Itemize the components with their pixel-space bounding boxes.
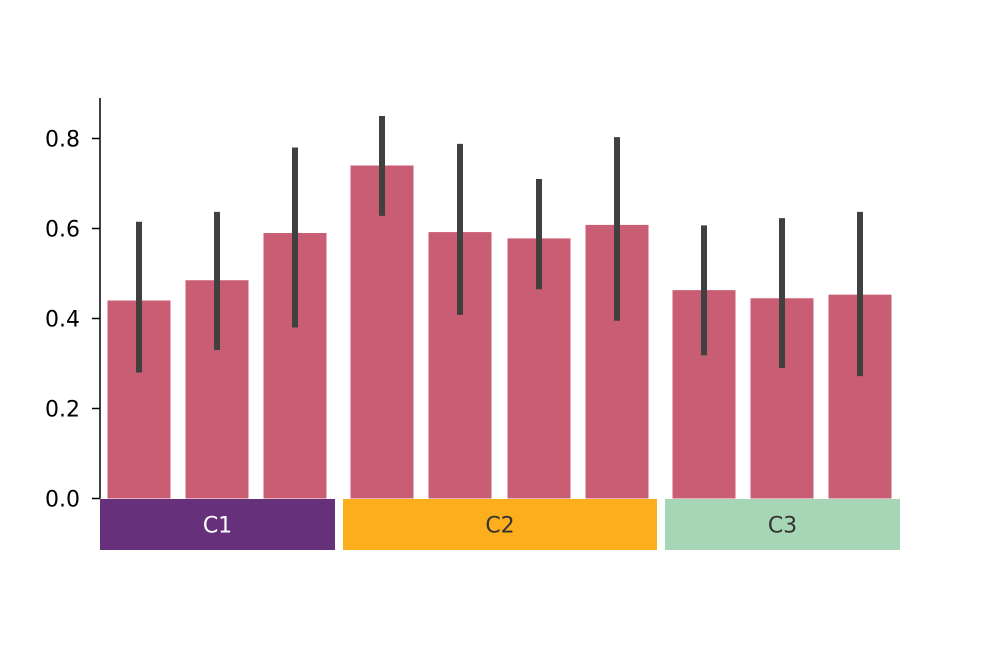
- y-tick-label: 0.0: [45, 488, 80, 513]
- group-band-c3: [665, 499, 900, 550]
- y-axis: 0.0 0.2 0.4 0.6 0.8: [45, 98, 101, 513]
- group-label-c1: C1: [203, 514, 232, 539]
- errorbars-layer: [136, 116, 863, 377]
- group-bands: C1 C2 C3: [100, 499, 900, 550]
- group-label-c3: C3: [768, 514, 797, 539]
- y-tick-label: 0.8: [45, 128, 80, 153]
- group-label-c2: C2: [485, 514, 514, 539]
- group-band-c2: [343, 499, 657, 550]
- bars-layer: [107, 165, 892, 499]
- group-band-c1: [100, 499, 335, 550]
- y-tick-label: 0.6: [45, 218, 80, 243]
- y-tick-label: 0.4: [45, 308, 80, 333]
- bar-c2-1: [350, 165, 414, 499]
- y-tick-label: 0.2: [45, 398, 80, 423]
